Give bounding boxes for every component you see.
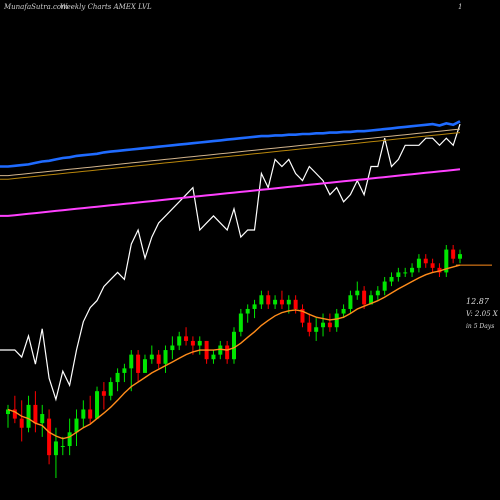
candle-body bbox=[437, 267, 442, 273]
candle-body bbox=[245, 308, 250, 314]
candle-body bbox=[108, 382, 113, 396]
candle-body bbox=[232, 331, 236, 360]
candlestick-panel bbox=[6, 245, 492, 478]
candle-body bbox=[444, 249, 449, 273]
candle-body bbox=[279, 299, 284, 305]
candle-body bbox=[321, 322, 326, 328]
candle-body bbox=[101, 391, 106, 396]
candle-body bbox=[348, 295, 353, 309]
candle-body bbox=[53, 441, 58, 456]
candle-body bbox=[40, 414, 45, 424]
series-line-2 bbox=[0, 128, 461, 177]
candle-body bbox=[458, 254, 462, 259]
candle-body bbox=[47, 418, 52, 456]
last-price-label: 12.87 bbox=[466, 297, 489, 306]
candle-body bbox=[211, 354, 216, 360]
candle-body bbox=[156, 354, 161, 364]
candle-body bbox=[430, 263, 435, 268]
candle-body bbox=[60, 446, 65, 448]
moving-average-panel bbox=[0, 120, 461, 402]
candle-body bbox=[300, 308, 305, 323]
page-marker: 1 bbox=[458, 3, 463, 11]
series-line-3 bbox=[0, 132, 461, 180]
ema-line bbox=[7, 264, 461, 440]
candle-body bbox=[129, 354, 134, 369]
candle-body bbox=[273, 299, 278, 305]
candle-body bbox=[451, 249, 456, 259]
candle-body bbox=[382, 281, 387, 291]
candle-body bbox=[396, 272, 401, 277]
candle-body bbox=[238, 313, 243, 332]
candle-body bbox=[375, 290, 380, 296]
site-name: MunafaSutra.com bbox=[4, 3, 68, 11]
candle-body bbox=[197, 340, 202, 346]
candle-body bbox=[177, 336, 182, 346]
candle-body bbox=[362, 290, 367, 305]
candle-body bbox=[368, 295, 373, 305]
candle-body bbox=[341, 308, 346, 314]
candle-body bbox=[67, 432, 72, 447]
candle-body bbox=[259, 295, 264, 305]
candle-body bbox=[19, 418, 24, 428]
candle-body bbox=[26, 404, 31, 428]
candle-body bbox=[149, 354, 154, 360]
series-line-4 bbox=[0, 168, 461, 217]
candle-body bbox=[33, 404, 38, 424]
candle-body bbox=[307, 322, 312, 332]
chart-title: Weekly Charts AMEX LVL bbox=[60, 3, 152, 11]
candle-body bbox=[184, 336, 189, 341]
candle-body bbox=[416, 258, 421, 268]
candle-body bbox=[314, 327, 319, 332]
candle-body bbox=[334, 313, 339, 328]
candle-body bbox=[170, 345, 175, 351]
candle-body bbox=[190, 340, 195, 346]
series-line-0 bbox=[0, 123, 461, 402]
candle-body bbox=[122, 368, 127, 373]
candle-body bbox=[293, 299, 298, 309]
candle-body bbox=[218, 345, 223, 355]
candle-body bbox=[142, 359, 147, 373]
candle-body bbox=[423, 258, 428, 264]
candle-body bbox=[389, 276, 394, 282]
candle-body bbox=[410, 267, 415, 273]
candle-body bbox=[252, 304, 257, 309]
candle-body bbox=[81, 409, 86, 419]
candle-body bbox=[355, 290, 360, 296]
candle-body bbox=[266, 295, 271, 305]
candle-body bbox=[6, 409, 10, 415]
candle-body bbox=[225, 345, 230, 360]
candle-body bbox=[327, 322, 332, 328]
candle-body bbox=[286, 299, 291, 305]
candle-body bbox=[88, 409, 93, 419]
series-line-1 bbox=[0, 120, 461, 168]
candle-body bbox=[12, 409, 17, 419]
period-label: in 5 Days bbox=[466, 323, 495, 330]
candle-body bbox=[163, 350, 168, 364]
candle-body bbox=[74, 418, 79, 433]
volume-ratio-label: V: 2.05 X bbox=[466, 310, 498, 318]
candle-body bbox=[136, 354, 141, 373]
candle-body bbox=[403, 272, 408, 274]
candle-body bbox=[115, 372, 120, 383]
candle-body bbox=[95, 391, 100, 419]
